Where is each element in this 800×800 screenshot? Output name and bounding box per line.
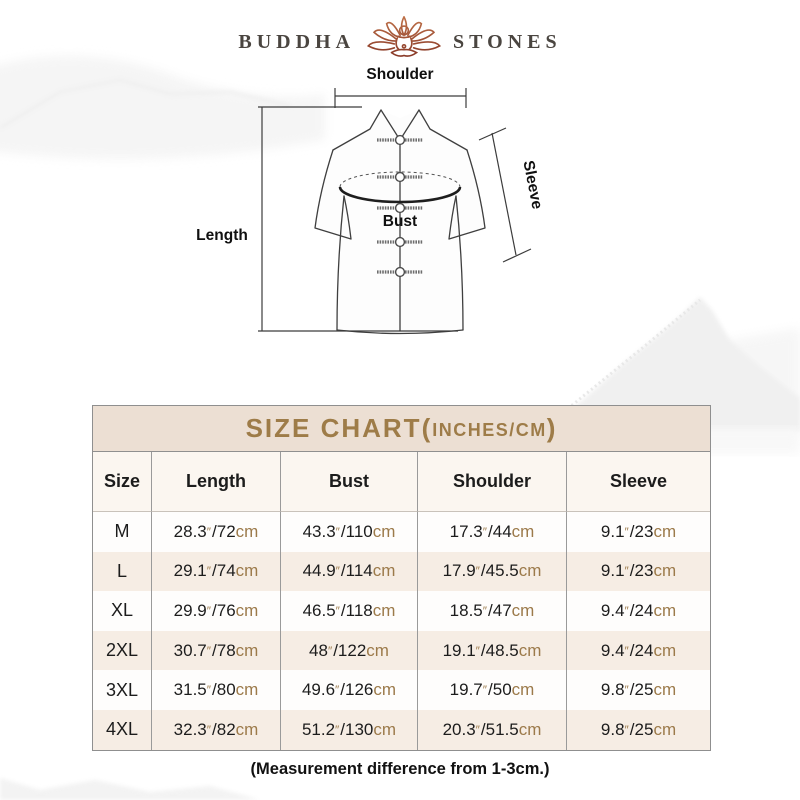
sleeve-cell: 9.1 ″/23 cm [566, 551, 710, 592]
shoulder-cell: 17.3 ″/44 cm [417, 512, 566, 552]
column-header-length: Length [151, 452, 280, 512]
length-cell: 32.3 ″/82 cm [151, 709, 280, 750]
frog-button-knots [394, 134, 406, 278]
title-close: ) [546, 413, 558, 443]
bust-cell: 46.5 ″/118 cm [280, 591, 417, 631]
shoulder-cell: 17.9 ″/45.5 cm [417, 551, 566, 592]
shoulder-label: Shoulder [366, 66, 434, 83]
bust-label: Bust [382, 213, 418, 230]
size-cell: XL [93, 591, 151, 631]
shoulder-cell: 20.3 ″/51.5 cm [417, 709, 566, 750]
sleeve-label: Sleeve [519, 159, 546, 211]
title-unit: INCHES/CM [432, 419, 547, 440]
brand-wordmark-right: STONES [453, 30, 562, 53]
bust-cell: 44.9 ″/114 cm [280, 551, 417, 592]
size-cell: M [93, 512, 151, 552]
shoulder-cell: 19.7 ″/50 cm [417, 670, 566, 710]
length-cell: 29.1 ″/74 cm [151, 551, 280, 592]
frog-buttons [377, 138, 423, 274]
size-cell: 2XL [93, 630, 151, 671]
length-cell: 31.5 ″/80 cm [151, 670, 280, 710]
measurement-lines [258, 88, 532, 332]
sleeve-cell: 9.8 ″/25 cm [566, 709, 710, 750]
length-label: Length [196, 227, 248, 244]
column-header-size: Size [93, 452, 151, 512]
size-chart-grid: Size Length Bust Shoulder Sleeve M 28.3 ″… [92, 451, 711, 751]
size-chart-table: SIZE CHART(INCHES/CM) Size Length Bust S… [92, 405, 711, 751]
bust-cell: 51.2 ″/130 cm [280, 709, 417, 750]
title-main: SIZE CHART( [245, 413, 433, 443]
column-header-shoulder: Shoulder [417, 452, 566, 512]
size-cell: L [93, 551, 151, 592]
length-cell: 28.3 ″/72 cm [151, 512, 280, 552]
length-cell: 29.9 ″/76 cm [151, 591, 280, 631]
bust-cell: 48 ″/122 cm [280, 630, 417, 671]
sleeve-cell: 9.4 ″/24 cm [566, 630, 710, 671]
bust-cell: 43.3 ″/110 cm [280, 512, 417, 552]
sleeve-cell: 9.4 ″/24 cm [566, 591, 710, 631]
size-chart-title: SIZE CHART(INCHES/CM) [92, 405, 711, 451]
brand-wordmark-left: BUDDHA [238, 30, 356, 53]
length-cell: 30.7 ″/78 cm [151, 630, 280, 671]
brand-logo: BUDDHA STONES [0, 16, 800, 68]
lotus-meditation-icon [367, 16, 442, 57]
shoulder-cell: 18.5 ″/47 cm [417, 591, 566, 631]
bust-ellipse-bottom [338, 186, 462, 204]
size-cell: 3XL [93, 670, 151, 710]
bust-cell: 49.6 ″/126 cm [280, 670, 417, 710]
column-header-sleeve: Sleeve [566, 452, 710, 512]
bust-ellipse-top [339, 171, 461, 188]
size-cell: 4XL [93, 709, 151, 750]
column-header-bust: Bust [280, 452, 417, 512]
measurement-note: (Measurement difference from 1-3cm.) [250, 760, 550, 778]
shoulder-cell: 19.1 ″/48.5 cm [417, 630, 566, 671]
sleeve-cell: 9.1 ″/23 cm [566, 512, 710, 552]
sleeve-cell: 9.8 ″/25 cm [566, 670, 710, 710]
